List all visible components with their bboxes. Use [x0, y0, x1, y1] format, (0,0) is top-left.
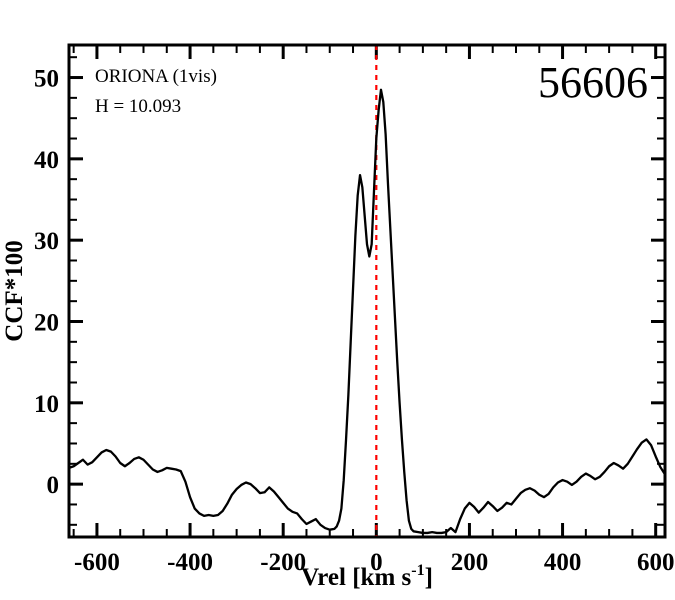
x-axis-title: Vrel [km s-1] [301, 562, 433, 591]
x-tick-label: 0 [370, 549, 383, 576]
x-tick-labels: -600 -400 -200 0 200 400 600 [74, 549, 674, 576]
plot-frame [67, 43, 667, 539]
x-tick-label: -200 [260, 549, 306, 576]
y-tick-label: 10 [34, 391, 59, 418]
x-tick-label: 200 [451, 549, 489, 576]
y-axis-title: CCF*100 [1, 240, 28, 341]
axis-ticks [69, 45, 665, 537]
target-name-label: ORIONA (1vis) [95, 66, 217, 87]
magnitude-label: H = 10.093 [95, 96, 181, 117]
x-tick-label: -600 [74, 549, 120, 576]
x-tick-label: 600 [637, 549, 675, 576]
x-tick-label: 400 [544, 549, 582, 576]
x-tick-label: -400 [167, 549, 213, 576]
x-axis-title-main: Vrel [km s [301, 564, 411, 591]
y-tick-label: 40 [34, 147, 59, 174]
x-axis-title-exponent: -1 [411, 562, 424, 579]
x-axis-title-bracket: ] [425, 564, 433, 591]
y-tick-label: 0 [47, 472, 60, 499]
y-tick-label: 50 [34, 66, 59, 93]
observation-id-label: 56606 [538, 58, 648, 107]
y-tick-label: 20 [34, 309, 59, 336]
y-tick-labels: 0 10 20 30 40 50 [34, 66, 59, 500]
y-tick-label: 30 [34, 228, 59, 255]
ccf-curve [67, 88, 667, 535]
